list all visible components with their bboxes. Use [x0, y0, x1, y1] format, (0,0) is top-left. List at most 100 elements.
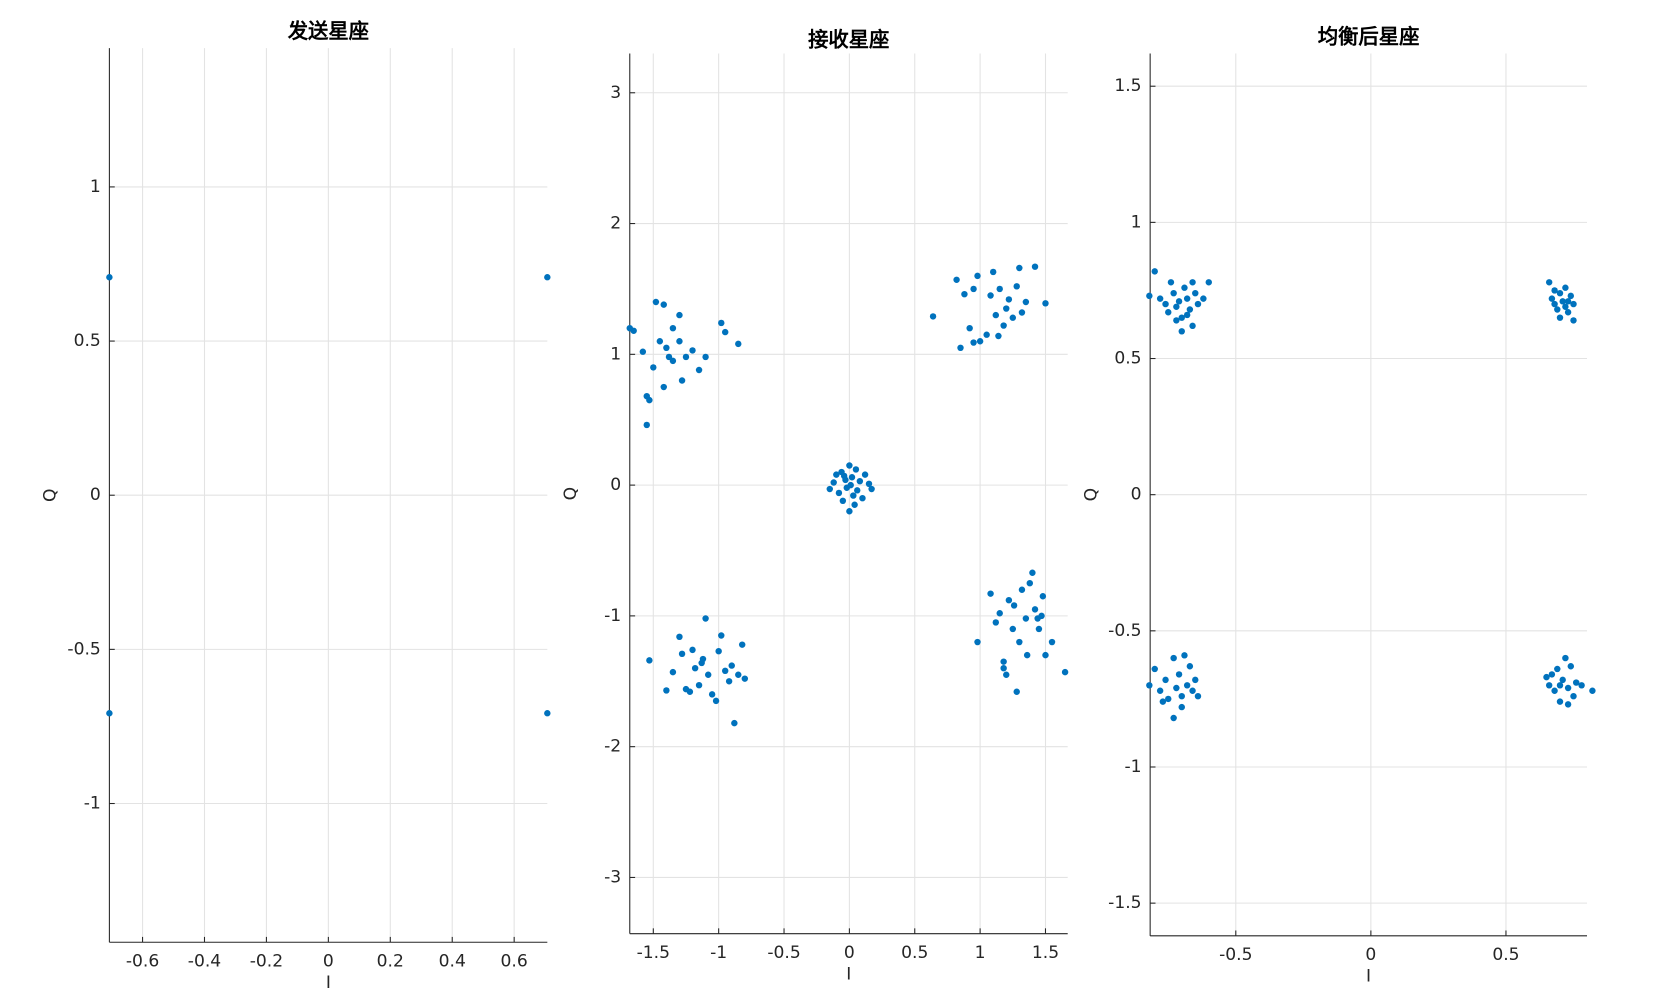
data-point — [1564, 309, 1572, 316]
data-point — [669, 357, 677, 365]
data-point — [1189, 687, 1196, 694]
data-point — [995, 332, 1002, 340]
data-point — [1570, 692, 1577, 700]
data-point — [1192, 289, 1199, 297]
data-point — [852, 466, 860, 473]
x-tick-label: 0.5 — [901, 943, 928, 963]
data-point — [1165, 695, 1172, 703]
x-tick-label: 1 — [975, 943, 986, 963]
data-point — [1551, 287, 1558, 294]
data-point — [1572, 679, 1580, 686]
data-point — [983, 331, 990, 338]
data-point — [650, 364, 657, 371]
data-point — [859, 494, 866, 502]
x-tick-label: 0 — [323, 952, 334, 972]
chart-title: 接收星座 — [808, 28, 889, 52]
data-point — [989, 268, 997, 276]
data-point — [1009, 625, 1017, 633]
data-point — [721, 328, 729, 336]
data-point — [1178, 314, 1185, 321]
data-point — [1061, 668, 1069, 676]
data-point — [1567, 292, 1575, 300]
data-point — [970, 339, 977, 346]
y-tick-label: 2 — [610, 214, 621, 234]
data-point — [830, 479, 837, 486]
data-point — [728, 662, 735, 669]
data-point — [1551, 300, 1558, 308]
data-point — [1562, 303, 1569, 310]
data-point — [676, 338, 683, 345]
data-point — [738, 641, 746, 648]
x-axis-label: I — [326, 973, 331, 993]
data-point — [1048, 638, 1056, 646]
data-point — [987, 292, 994, 299]
y-tick-label: 1 — [90, 177, 101, 197]
data-point — [1178, 703, 1185, 711]
data-point — [1173, 317, 1180, 324]
data-point — [970, 285, 977, 293]
data-point — [826, 485, 833, 493]
data-point — [712, 697, 720, 705]
x-axis-label: I — [846, 964, 851, 984]
data-point — [1146, 292, 1153, 300]
data-point — [1170, 289, 1177, 297]
data-point — [695, 681, 703, 689]
data-point — [708, 691, 716, 698]
data-point — [1162, 676, 1169, 684]
data-point — [1042, 651, 1049, 659]
data-point — [846, 508, 853, 515]
data-point — [1548, 671, 1556, 678]
data-point — [856, 477, 864, 485]
y-axis-label: Q — [41, 488, 61, 501]
x-tick-label: -1.5 — [637, 943, 670, 963]
data-point — [1570, 317, 1577, 324]
data-point — [1175, 671, 1183, 678]
data-point — [1189, 279, 1196, 286]
data-point — [544, 274, 551, 281]
data-point — [1181, 652, 1188, 659]
data-point — [1035, 625, 1043, 633]
data-point — [961, 290, 968, 298]
y-tick-label: -0.5 — [67, 639, 100, 659]
data-point — [865, 480, 873, 488]
y-tick-label: -0.5 — [1108, 621, 1141, 641]
data-point — [1556, 682, 1564, 689]
data-point — [656, 338, 664, 345]
data-point — [1543, 673, 1550, 681]
data-point — [840, 472, 848, 480]
y-tick-label: 0.5 — [1114, 349, 1141, 369]
data-point — [992, 619, 1000, 626]
data-point — [1194, 692, 1202, 700]
y-tick-label: 0 — [1131, 485, 1142, 505]
data-point — [1018, 586, 1026, 593]
y-axis-label: Q — [1081, 488, 1101, 501]
data-point — [682, 353, 690, 361]
data-point — [1183, 682, 1191, 689]
data-point — [1559, 676, 1566, 684]
data-point — [1151, 665, 1158, 673]
x-tick-label: -0.4 — [188, 952, 221, 972]
y-tick-label: -1 — [1125, 757, 1142, 777]
data-point — [718, 632, 725, 639]
data-point — [996, 610, 1003, 617]
data-point — [1029, 569, 1036, 576]
y-tick-label: 1 — [610, 344, 621, 364]
data-point — [1559, 298, 1566, 305]
data-point — [1005, 296, 1013, 303]
data-point — [1000, 664, 1007, 672]
data-point — [691, 664, 699, 672]
data-point — [1564, 684, 1572, 692]
x-tick-label: -0.6 — [126, 952, 159, 972]
x-tick-label: -1 — [710, 943, 727, 963]
data-point — [1551, 687, 1558, 694]
data-point — [929, 313, 937, 320]
data-point — [1178, 692, 1185, 700]
y-tick-label: -1.5 — [1108, 893, 1141, 913]
data-point — [741, 675, 749, 682]
data-point — [721, 667, 729, 675]
data-point — [1186, 306, 1194, 313]
data-point — [854, 487, 861, 494]
data-point — [1022, 298, 1030, 306]
y-axis-label: Q — [561, 487, 581, 500]
